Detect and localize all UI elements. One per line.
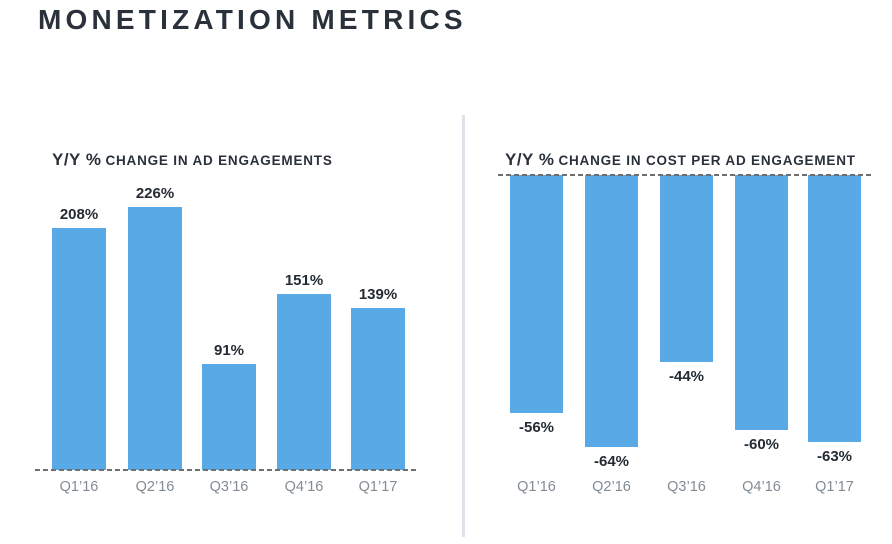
category-label: Q1’17: [815, 479, 854, 495]
category-label: Q3’16: [667, 479, 706, 495]
value-label: 226%: [135, 185, 175, 202]
bar-Q1’16: [510, 175, 563, 413]
value-label: -64%: [593, 453, 630, 470]
chart-title-rest: CHANGE IN COST PER AD ENGAGEMENT: [558, 153, 856, 168]
bar-Q1’17: [808, 175, 861, 442]
value-label: 91%: [213, 342, 245, 359]
chart-title-lead: Y/Y %: [52, 150, 102, 169]
value-label: 139%: [358, 286, 398, 303]
bar-Q3’16: [660, 175, 713, 362]
bar-Q2’16: [585, 175, 638, 447]
category-label: Q1’17: [358, 479, 398, 495]
zero-baseline-dashed: [498, 174, 873, 176]
zero-baseline-dashed: [35, 469, 416, 471]
value-label: -56%: [518, 419, 555, 436]
ad-engagements-plot: 208% Q1’16 226% Q2’16 91% Q3’16 151% Q4’16 139% Q…: [35, 175, 435, 495]
value-label: -63%: [816, 448, 853, 465]
bar-Q3’16: [202, 364, 256, 470]
bar-Q1’16: [52, 228, 106, 470]
category-label: Q4’16: [284, 479, 324, 495]
category-label: Q2’16: [592, 479, 631, 495]
category-label: Q1’16: [59, 479, 99, 495]
bar-Q2’16: [128, 207, 182, 470]
chart-title-rest: CHANGE IN AD ENGAGEMENTS: [105, 153, 333, 168]
value-label: -60%: [743, 436, 780, 453]
vertical-divider: [462, 115, 465, 537]
chart-title-lead: Y/Y %: [505, 150, 555, 169]
category-label: Q1’16: [517, 479, 556, 495]
value-label: 151%: [284, 272, 324, 289]
category-label: Q4’16: [742, 479, 781, 495]
bar-Q4’16: [735, 175, 788, 430]
bar-Q1’17: [351, 308, 405, 470]
page-title: MONETIZATION METRICS: [38, 4, 467, 35]
bar-Q4’16: [277, 294, 331, 470]
value-label: 208%: [59, 206, 99, 223]
ad-engagements-chart-title: Y/Y % CHANGE IN AD ENGAGEMENTS: [52, 144, 333, 172]
category-label: Q2’16: [135, 479, 175, 495]
cost-per-engagement-chart-title: Y/Y % CHANGE IN COST PER AD ENGAGEMENT: [505, 144, 856, 172]
cost-per-engagement-plot: -56% Q1’16 -64% Q2’16 -44% Q3’16 -60% Q4’16 -63%…: [480, 174, 880, 495]
value-label: -44%: [668, 368, 705, 385]
category-label: Q3’16: [209, 479, 249, 495]
